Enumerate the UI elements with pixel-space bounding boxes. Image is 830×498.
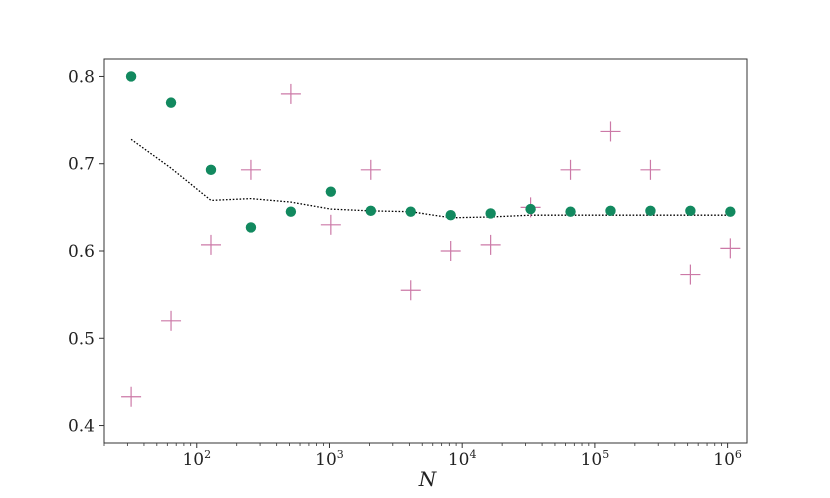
circle-marker [645,205,656,217]
circle-marker [605,205,616,217]
plus-marker [400,280,421,301]
plus-marker [600,121,621,142]
y-tick-label: 0.5 [68,329,95,349]
plus-marker [720,238,741,259]
circle-marker [365,205,376,217]
circle-marker [245,222,257,233]
circle-marker [165,97,177,108]
plus-marker [240,159,261,180]
circle-marker [685,205,696,217]
x-axis-label: N [418,467,438,491]
plus-marker [280,83,301,104]
x-tick-label: 105 [581,448,610,470]
circle-marker [565,206,576,217]
plus-marker [200,234,221,255]
circle-marker [485,208,496,219]
plus-marker [680,264,701,285]
plus-marker [640,159,661,180]
plus-marker [480,234,501,255]
y-tick-label: 0.8 [68,67,95,87]
circle-marker [285,206,297,217]
plus-marker [560,159,581,180]
circle-marker [725,206,736,217]
plot-area [121,71,741,407]
x-tick-label: 106 [713,448,742,470]
x-tick-label: 104 [448,448,477,470]
plus-marker [360,159,381,180]
plus-marker [121,386,142,407]
y-tick-label: 0.4 [68,417,95,437]
x-tick-label: 102 [182,448,211,470]
y-tick-label: 0.7 [68,155,95,175]
plus-marker [440,241,461,261]
circle-marker [205,164,217,176]
axis-ticks: 0.4 0.5 0.6 0.7 0.8 102 103 104 105 106 [68,67,742,470]
y-tick-label: 0.6 [68,242,95,262]
circle-marker [325,186,337,197]
circle-marker [525,203,536,215]
axes-frame [103,58,748,444]
series-line-dotted [130,138,731,219]
x-tick-label: 103 [315,448,344,470]
plus-marker [320,214,341,235]
plus-marker [161,310,182,331]
circle-marker [125,71,137,82]
circle-marker [405,206,416,217]
circle-marker [445,210,456,221]
